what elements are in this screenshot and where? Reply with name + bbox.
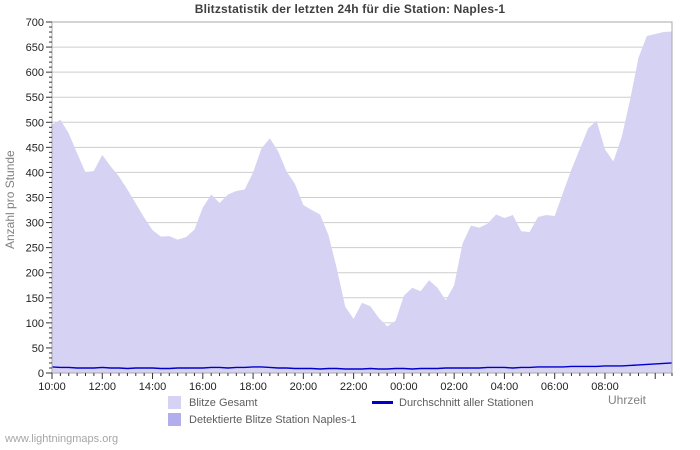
legend-label-average: Durchschnitt aller Stationen xyxy=(399,397,534,409)
y-tick-label: 400 xyxy=(26,167,44,179)
y-tick-label: 450 xyxy=(26,142,44,154)
y-tick-label: 100 xyxy=(26,318,44,330)
y-tick-label: 50 xyxy=(32,343,44,355)
x-tick-label: 16:00 xyxy=(189,381,217,393)
legend-swatch-detected-icon xyxy=(168,413,181,426)
legend-label-total: Blitze Gesamt xyxy=(189,397,258,409)
y-tick-label: 300 xyxy=(26,218,44,230)
average-line xyxy=(51,362,673,370)
y-tick-label: 250 xyxy=(26,243,44,255)
y-tick-label: 650 xyxy=(26,42,44,54)
x-axis-label: Uhrzeit xyxy=(607,393,646,407)
x-tick-label: 04:00 xyxy=(491,381,519,393)
x-tick-label: 08:00 xyxy=(591,381,619,393)
y-tick-label: 600 xyxy=(26,67,44,79)
legend-swatch-average-line-icon xyxy=(372,401,393,404)
area-series-0 xyxy=(52,31,672,374)
x-tick-label: 22:00 xyxy=(340,381,368,393)
x-tick-label: 00:00 xyxy=(390,381,418,393)
y-tick-label: 150 xyxy=(26,293,44,305)
x-tick-label: 14:00 xyxy=(139,381,167,393)
x-tick-label: 10:00 xyxy=(38,381,66,393)
x-tick-label: 02:00 xyxy=(440,381,468,393)
x-tick-label: 18:00 xyxy=(239,381,267,393)
y-axis-label: Anzahl pro Stunde xyxy=(3,150,17,250)
legend-label-detected: Detektierte Blitze Station Naples-1 xyxy=(189,414,357,426)
y-tick-label: 0 xyxy=(38,368,44,380)
x-tick-label: 12:00 xyxy=(89,381,117,393)
y-tick-label: 700 xyxy=(26,17,44,29)
legend-swatch-total-icon xyxy=(168,396,181,409)
x-tick-label: 20:00 xyxy=(290,381,318,393)
y-tick-label: 350 xyxy=(26,193,44,205)
y-tick-label: 550 xyxy=(26,92,44,104)
y-tick-label: 500 xyxy=(26,117,44,129)
x-tick-label: 06:00 xyxy=(541,381,569,393)
y-tick-label: 200 xyxy=(26,268,44,280)
chart-title: Blitzstatistik der letzten 24h für die S… xyxy=(194,2,506,16)
watermark-url: www.lightningmaps.org xyxy=(5,433,119,445)
